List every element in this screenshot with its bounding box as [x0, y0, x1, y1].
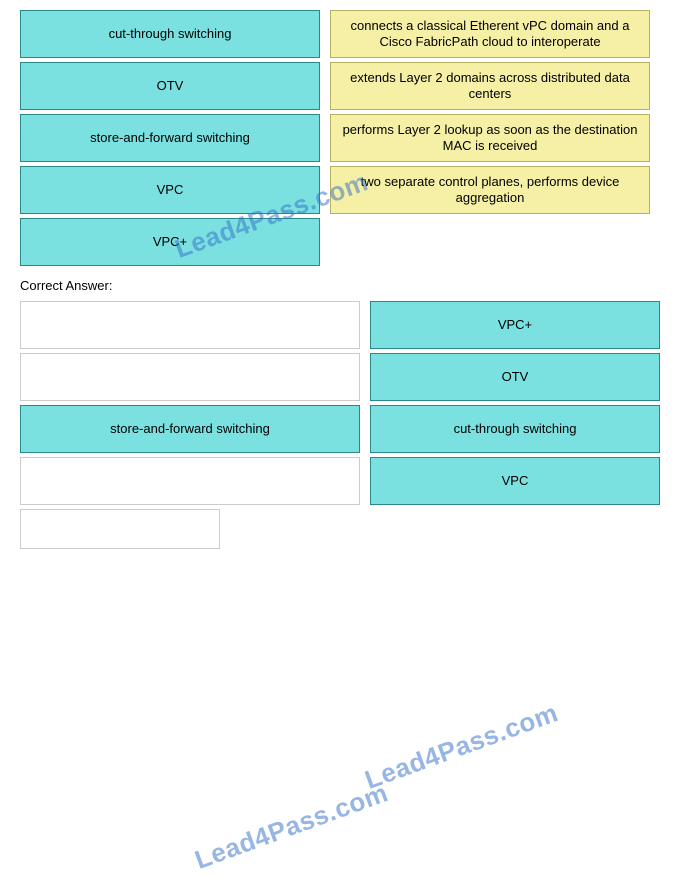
drop-target-description[interactable]: connects a classical Etherent vPC domain… [330, 10, 650, 58]
drop-target-description[interactable]: extends Layer 2 domains across distribut… [330, 62, 650, 110]
match-row: OTV extends Layer 2 domains across distr… [20, 62, 674, 110]
match-row: VPC two separate control planes, perform… [20, 166, 674, 214]
answer-row: store-and-forward switching cut-through … [20, 405, 674, 453]
answer-right-item: VPC+ [370, 301, 660, 349]
match-row: VPC+ [20, 218, 674, 266]
watermark: Lead4Pass.com [361, 697, 562, 796]
answer-right-item: OTV [370, 353, 660, 401]
answer-row: OTV [20, 353, 674, 401]
match-row: store-and-forward switching performs Lay… [20, 114, 674, 162]
answer-left-slot [20, 301, 360, 349]
answer-section: VPC+ OTV store-and-forward switching cut… [0, 301, 694, 549]
drag-item[interactable]: VPC+ [20, 218, 320, 266]
drag-item[interactable]: cut-through switching [20, 10, 320, 58]
drop-target-description[interactable]: performs Layer 2 lookup as soon as the d… [330, 114, 650, 162]
correct-answer-label: Correct Answer: [20, 278, 694, 293]
drag-item[interactable]: OTV [20, 62, 320, 110]
answer-row: VPC [20, 457, 674, 505]
drag-item[interactable]: VPC [20, 166, 320, 214]
match-row: cut-through switching connects a classic… [20, 10, 674, 58]
question-section: cut-through switching connects a classic… [0, 0, 694, 266]
drop-target-description[interactable]: two separate control planes, performs de… [330, 166, 650, 214]
answer-left-slot [20, 457, 360, 505]
answer-right-item: VPC [370, 457, 660, 505]
answer-left-slot [20, 353, 360, 401]
watermark: Lead4Pass.com [191, 777, 392, 876]
answer-right-item: cut-through switching [370, 405, 660, 453]
answer-left-item: store-and-forward switching [20, 405, 360, 453]
answer-row: VPC+ [20, 301, 674, 349]
answer-row [20, 509, 674, 549]
drag-item[interactable]: store-and-forward switching [20, 114, 320, 162]
answer-left-slot [20, 509, 220, 549]
